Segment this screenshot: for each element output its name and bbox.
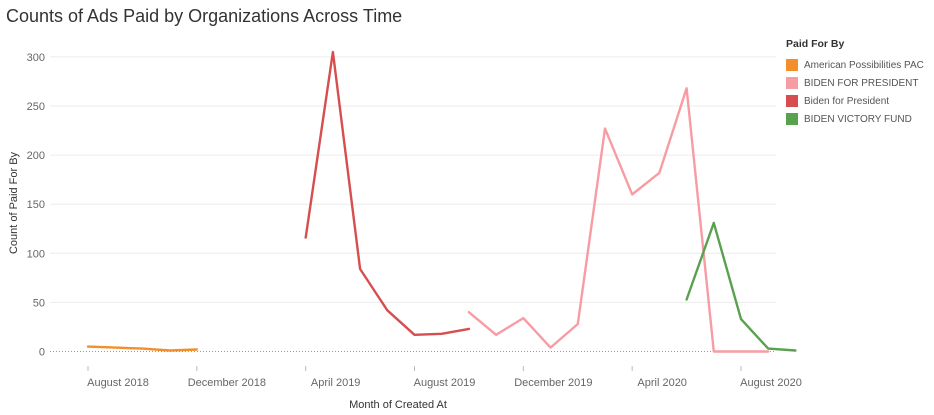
legend-label: BIDEN FOR PRESIDENT [804, 77, 919, 89]
legend-item-american-possibilities-pac[interactable]: American Possibilities PAC [786, 56, 924, 74]
y-tick-label: 150 [27, 199, 45, 211]
legend-item-biden-victory-fund[interactable]: BIDEN VICTORY FUND [786, 110, 924, 128]
series-line-biden-for-president-1 [467, 87, 770, 353]
legend-label: BIDEN VICTORY FUND [804, 113, 912, 125]
y-tick-label: 300 [27, 52, 45, 64]
x-tick-label: December 2019 [514, 377, 592, 389]
legend-swatch [786, 95, 798, 107]
x-tick-label: August 2018 [87, 377, 149, 389]
legend-label: Biden for President [804, 95, 890, 107]
series-line-biden-victory-fund-3 [685, 221, 797, 352]
y-tick-label: 250 [27, 101, 45, 113]
x-tick-label: April 2019 [311, 377, 361, 389]
legend: Paid For By American Possibilities PAC B… [786, 38, 924, 128]
series-line-american-possibilities-pac-0 [86, 345, 199, 352]
x-axis-title: Month of Created At [349, 399, 447, 411]
x-tick-label: August 2020 [740, 377, 802, 389]
y-tick-label: 100 [27, 248, 45, 260]
legend-item-biden-for-president[interactable]: Biden for President [786, 92, 924, 110]
y-tick-label: 0 [39, 347, 45, 359]
legend-item-biden-for-president-upper[interactable]: BIDEN FOR PRESIDENT [786, 74, 924, 92]
series-line-biden-for-president-2 [304, 50, 471, 336]
y-tick-label: 50 [33, 297, 45, 309]
x-tick-label: December 2018 [188, 377, 266, 389]
legend-label: American Possibilities PAC [804, 59, 924, 71]
x-tick-label: April 2020 [637, 377, 687, 389]
x-tick-label: August 2019 [414, 377, 476, 389]
legend-swatch [786, 113, 798, 125]
chart-title: Counts of Ads Paid by Organizations Acro… [6, 6, 403, 26]
legend-swatch [786, 77, 798, 89]
legend-swatch [786, 59, 798, 71]
y-tick-label: 200 [27, 150, 45, 162]
y-axis-title: Count of Paid For By [8, 151, 20, 254]
legend-title: Paid For By [786, 38, 845, 50]
